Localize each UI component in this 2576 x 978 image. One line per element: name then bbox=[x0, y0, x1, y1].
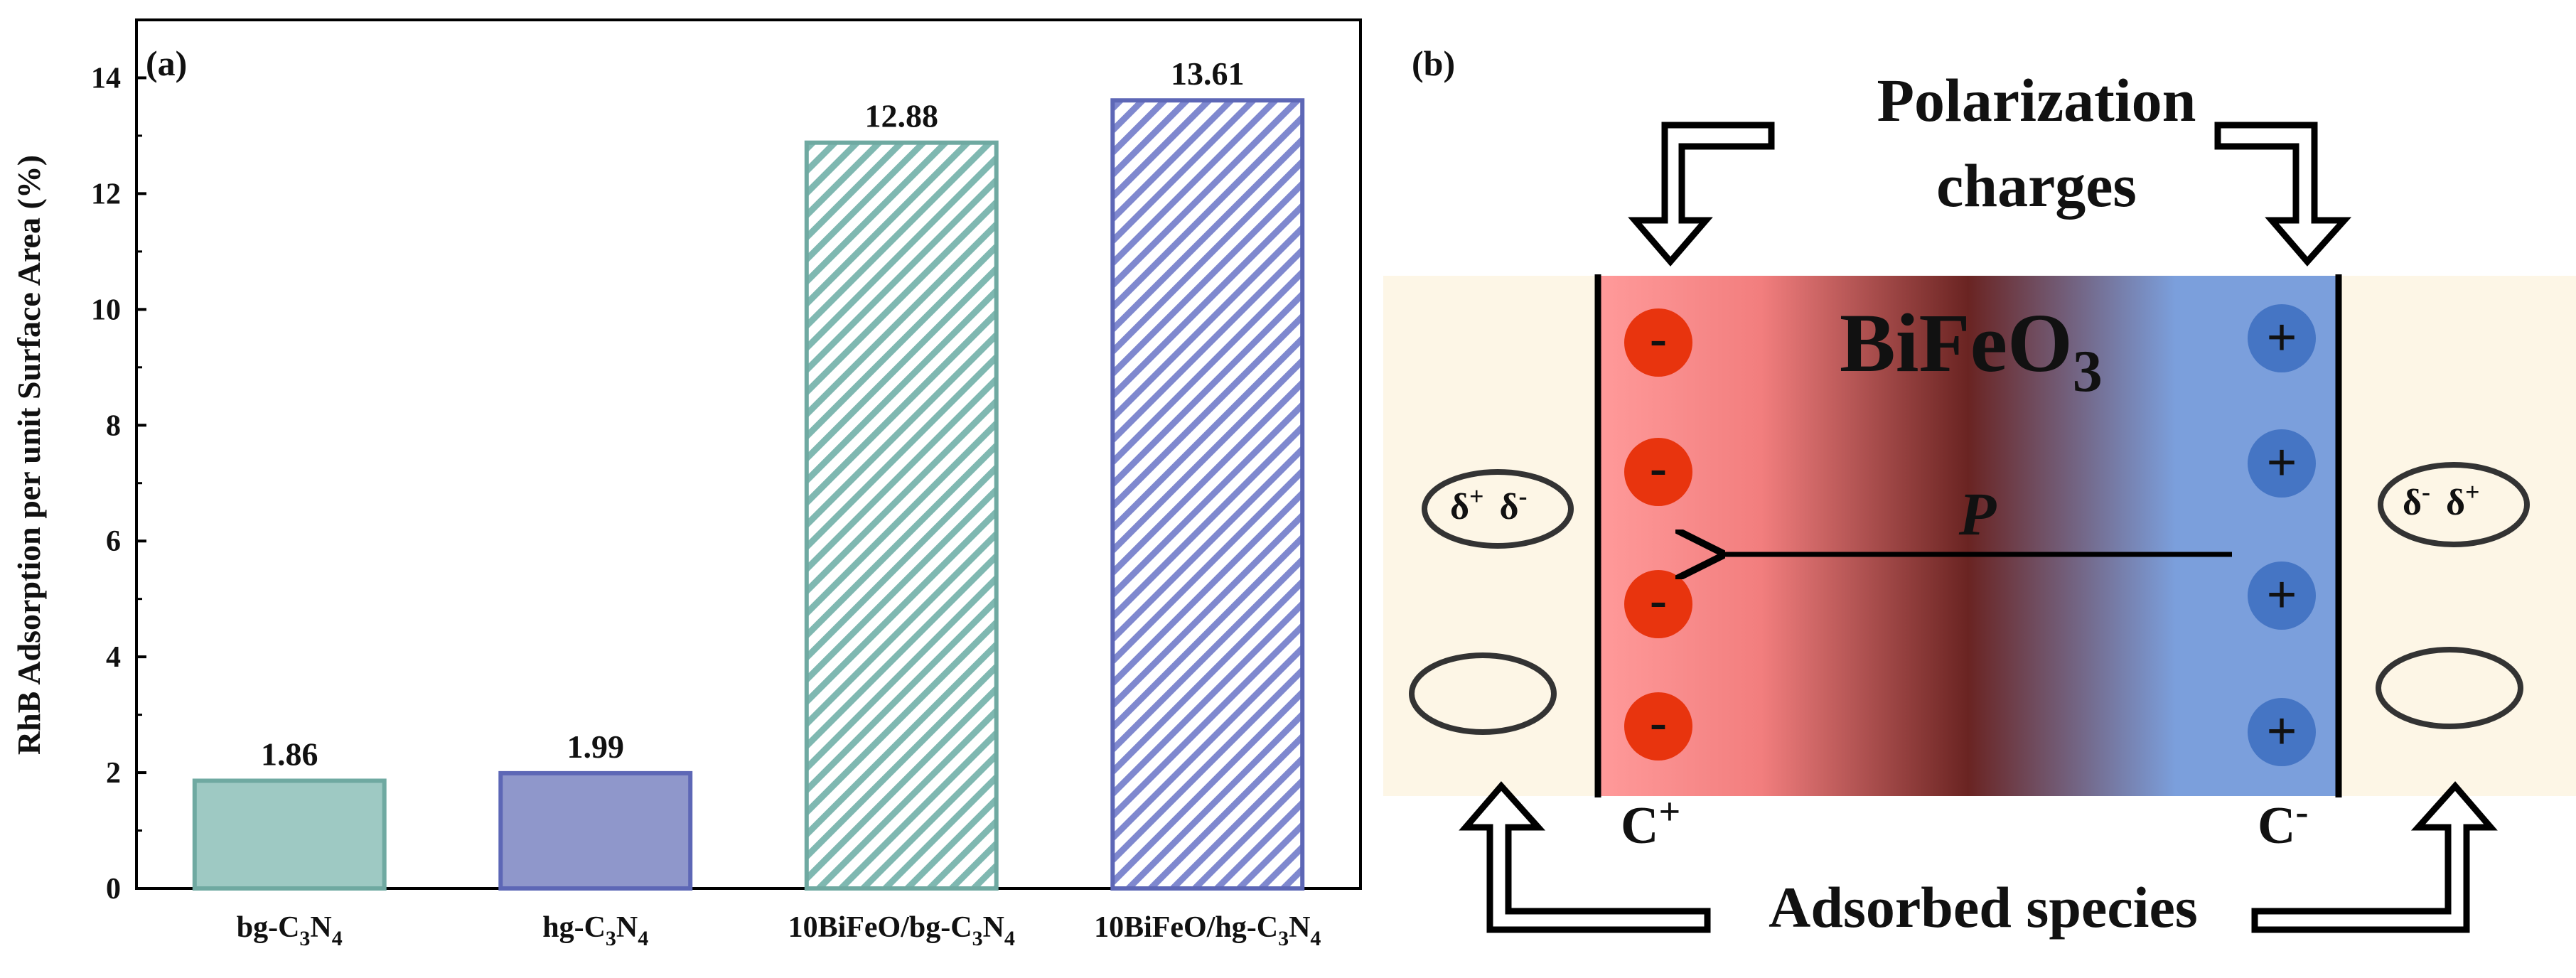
polarization-arrow-right bbox=[2214, 122, 2352, 267]
adsorbed-species-label: Adsorbed species bbox=[1769, 875, 2198, 940]
species-ellipse-right-bottom bbox=[2376, 647, 2523, 729]
bar bbox=[192, 778, 387, 891]
positive-ion bbox=[2248, 304, 2316, 372]
species-ellipse-left-top bbox=[1422, 469, 1574, 549]
bar-value-label: 12.88 bbox=[865, 98, 939, 134]
y-tick-label: 4 bbox=[106, 641, 121, 674]
x-tick-label: hg-C3N4 bbox=[542, 911, 648, 950]
y-tick-label: 14 bbox=[91, 62, 121, 95]
negative-ions: - - - - bbox=[1624, 308, 1692, 761]
bar-value-label: 13.61 bbox=[1171, 55, 1245, 92]
bar-value-label: 1.99 bbox=[567, 729, 625, 765]
x-tick-labels: bg-C3N4 hg-C3N4 10BiFeO/bg-C3N4 10BiFeO/hg-… bbox=[237, 911, 1321, 950]
species-left-dipole: δ+ δ- bbox=[1450, 482, 1528, 527]
adsorbed-arrow-left bbox=[1459, 781, 1711, 933]
left-electrode-label: C+ bbox=[1621, 790, 1680, 855]
species-ellipse-left-bottom bbox=[1409, 652, 1557, 735]
polarization-title-line2: charges bbox=[1936, 151, 2137, 220]
polarization-arrow-left bbox=[1628, 122, 1775, 267]
negative-ion bbox=[1624, 570, 1692, 638]
panel-a-label: (a) bbox=[146, 43, 187, 83]
bar bbox=[1110, 98, 1305, 891]
positive-ion bbox=[2248, 698, 2316, 766]
x-tick-label: 10BiFeO/bg-C3N4 bbox=[788, 911, 1015, 950]
positive-ion bbox=[2248, 561, 2316, 630]
plot-frame bbox=[135, 18, 1362, 890]
polarization-symbol: P bbox=[1958, 480, 1997, 548]
x-tick-label: 10BiFeO/hg-C3N4 bbox=[1094, 911, 1321, 950]
positive-ion-sign: + bbox=[2266, 433, 2297, 493]
negative-ion bbox=[1624, 438, 1692, 506]
y-tick-label: 12 bbox=[91, 178, 121, 210]
panel-b-label: (b) bbox=[1412, 43, 1455, 83]
negative-ion-sign: - bbox=[1650, 310, 1667, 367]
negative-ion-sign: - bbox=[1650, 439, 1667, 496]
panel-a: (a) RhB Adsorption per unit Surface Area… bbox=[11, 18, 1362, 950]
bar-value-label: 1.86 bbox=[261, 736, 318, 772]
y-tick-label: 10 bbox=[91, 294, 121, 326]
positive-ion-sign: + bbox=[2266, 702, 2297, 761]
positive-ion-sign: + bbox=[2266, 565, 2297, 625]
y-tick-label: 6 bbox=[106, 525, 121, 558]
positive-ions: + + + + bbox=[2248, 304, 2316, 766]
polarization-title-line1: Polarization bbox=[1877, 66, 2196, 134]
bar bbox=[804, 140, 999, 891]
right-electrode-label: C- bbox=[2258, 790, 2308, 855]
negative-ion-sign: - bbox=[1650, 571, 1667, 628]
species-ellipse-right-top bbox=[2378, 462, 2530, 547]
negative-ion bbox=[1624, 692, 1692, 761]
negative-ion-sign: - bbox=[1650, 694, 1667, 751]
material-name: BiFeO bbox=[1840, 296, 2073, 389]
positive-ion bbox=[2248, 429, 2316, 498]
bar bbox=[498, 770, 693, 891]
adsorbed-arrow-right bbox=[2251, 781, 2498, 933]
x-tick-label: bg-C3N4 bbox=[237, 911, 343, 950]
species-right-dipole: δ-δ+ bbox=[2403, 478, 2480, 523]
material-label: BiFeO3 bbox=[1840, 296, 2103, 404]
bars bbox=[192, 98, 1305, 891]
negative-ion bbox=[1624, 308, 1692, 377]
y-tick-label: 2 bbox=[106, 757, 121, 790]
positive-ion-sign: + bbox=[2266, 308, 2297, 367]
y-tick-label: 0 bbox=[106, 873, 121, 906]
panel-b: (b) Polarization charges BiFeO3 - - - - bbox=[1383, 43, 2576, 940]
y-tick-label: 8 bbox=[106, 409, 121, 442]
y-ticks: 0 2 4 6 8 10 12 14 bbox=[91, 62, 146, 906]
material-subscript: 3 bbox=[2073, 338, 2103, 404]
bar-value-labels: 1.86 1.99 12.88 13.61 bbox=[261, 55, 1245, 772]
y-axis-label: RhB Adsorption per unit Surface Area (%) bbox=[11, 155, 47, 755]
